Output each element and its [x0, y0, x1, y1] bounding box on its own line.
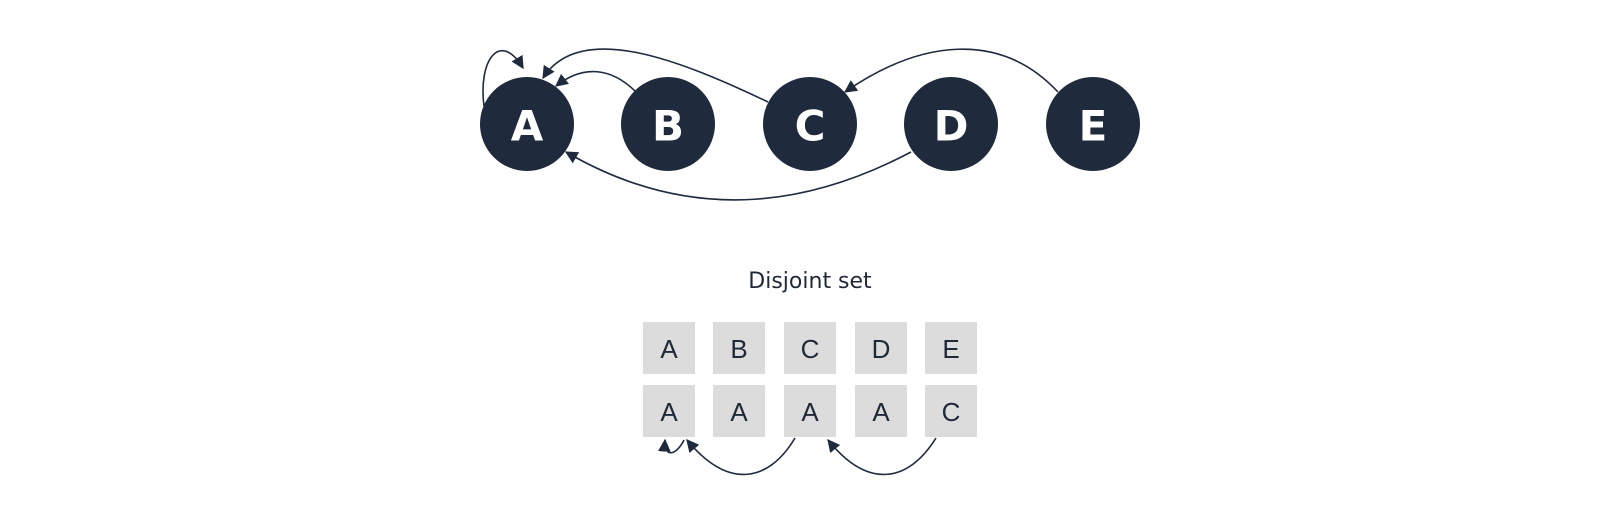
- graph-edges: [482, 48, 1059, 201]
- edge-b-to-a: [554, 70, 637, 93]
- element-cell-b-label: B: [730, 334, 747, 364]
- parent-cell-c-label: A: [801, 397, 819, 427]
- graph-node-a-label: A: [511, 102, 544, 151]
- element-cell-c-label: C: [801, 334, 820, 364]
- parent-cell-d-label: A: [872, 397, 890, 427]
- graph-node-d-label: D: [934, 102, 969, 151]
- parent-cell-a: A: [643, 385, 695, 437]
- element-cell-a: A: [643, 322, 695, 374]
- pointer-a-to-a: [657, 438, 685, 454]
- disjoint-set-title: Disjoint set: [748, 269, 872, 294]
- parent-cell-b-label: A: [730, 397, 748, 427]
- parent-cell-e: C: [925, 385, 977, 437]
- graph-node-d: D: [904, 77, 998, 171]
- edge-d-to-a: [564, 151, 912, 201]
- element-cell-d: D: [855, 322, 907, 374]
- parent-cell-c: A: [784, 385, 836, 437]
- parent-cell-a-label: A: [660, 397, 678, 427]
- element-cell-e: E: [925, 322, 977, 374]
- edge-c-to-a: [542, 48, 769, 103]
- element-cell-d-label: D: [872, 334, 891, 364]
- graph-nodes: A B C D E: [480, 77, 1140, 171]
- element-cell-a-label: A: [660, 334, 678, 364]
- element-cell-c: C: [784, 322, 836, 374]
- graph-node-b: B: [621, 77, 715, 171]
- pointer-c-to-a: [686, 437, 796, 476]
- disjoint-set-parent-row: A A A A C: [643, 385, 977, 437]
- element-cell-e-label: E: [942, 334, 959, 364]
- parent-cell-d: A: [855, 385, 907, 437]
- parent-cell-b: A: [713, 385, 765, 437]
- graph-node-b-label: B: [652, 102, 684, 151]
- edge-e-to-c: [843, 48, 1059, 93]
- pointer-e-to-c: [827, 437, 937, 476]
- graph-node-a: A: [480, 77, 574, 171]
- edge-a-to-a: [482, 49, 524, 107]
- graph-node-e-label: E: [1079, 102, 1108, 151]
- graph-node-c: C: [763, 77, 857, 171]
- disjoint-set-element-row: A B C D E: [643, 322, 977, 374]
- element-cell-b: B: [713, 322, 765, 374]
- graph-node-c-label: C: [795, 102, 826, 151]
- parent-pointer-edges: [657, 437, 937, 476]
- graph-node-e: E: [1046, 77, 1140, 171]
- parent-cell-e-label: C: [942, 397, 961, 427]
